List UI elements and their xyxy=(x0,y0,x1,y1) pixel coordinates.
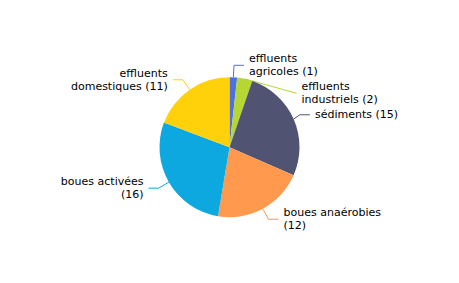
svg-text:agricoles (1): agricoles (1) xyxy=(249,65,318,78)
svg-text:boues anaérobies: boues anaérobies xyxy=(284,206,382,219)
svg-text:domestiques (11): domestiques (11) xyxy=(71,80,168,93)
svg-text:effluents: effluents xyxy=(120,67,168,80)
svg-text:industriels (2): industriels (2) xyxy=(302,93,378,106)
svg-text:effluents: effluents xyxy=(249,52,297,65)
svg-text:(12): (12) xyxy=(284,219,307,232)
svg-text:boues activées: boues activées xyxy=(61,175,144,188)
svg-text:sédiments (15): sédiments (15) xyxy=(315,108,398,121)
svg-text:effluents: effluents xyxy=(302,80,350,93)
svg-text:(16): (16) xyxy=(121,188,144,201)
